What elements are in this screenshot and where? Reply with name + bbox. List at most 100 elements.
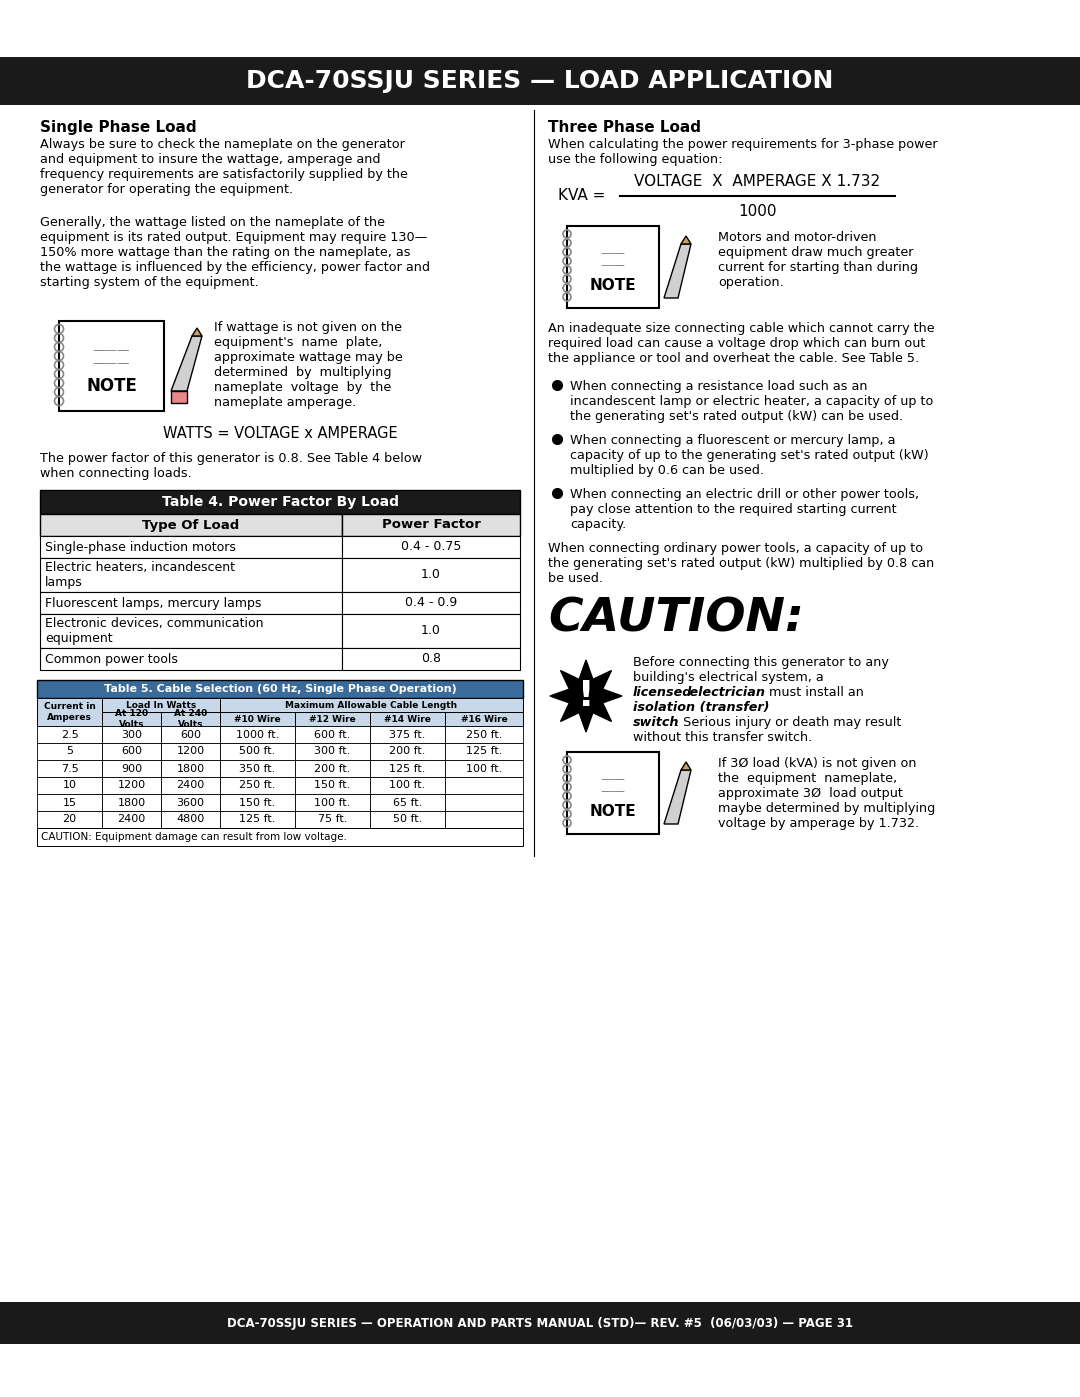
Polygon shape xyxy=(664,770,691,824)
Bar xyxy=(370,726,445,743)
Bar xyxy=(161,812,220,828)
Text: Generally, the wattage listed on the nameplate of the
equipment is its rated out: Generally, the wattage listed on the nam… xyxy=(40,217,430,289)
Text: 200 ft.: 200 ft. xyxy=(389,746,426,757)
Bar xyxy=(37,777,102,793)
Text: 125 ft.: 125 ft. xyxy=(465,746,502,757)
Bar xyxy=(40,557,342,592)
Text: 1.0: 1.0 xyxy=(421,624,441,637)
Bar xyxy=(37,698,102,726)
Bar xyxy=(342,514,519,536)
Polygon shape xyxy=(192,328,202,337)
Bar xyxy=(295,743,370,760)
Text: . Serious injury or death may result: . Serious injury or death may result xyxy=(675,717,902,729)
Text: 2400: 2400 xyxy=(118,814,146,824)
Text: 200 ft.: 200 ft. xyxy=(314,764,351,774)
Text: 600: 600 xyxy=(180,729,201,739)
Text: isolation (transfer): isolation (transfer) xyxy=(633,701,769,714)
Text: VOLTAGE  X  AMPERAGE X 1.732: VOLTAGE X AMPERAGE X 1.732 xyxy=(634,175,880,190)
Bar xyxy=(37,793,102,812)
Text: 3600: 3600 xyxy=(176,798,204,807)
Bar xyxy=(220,777,295,793)
Text: Table 4. Power Factor By Load: Table 4. Power Factor By Load xyxy=(162,495,399,509)
Text: switch: switch xyxy=(633,717,679,729)
Text: Fluorescent lamps, mercury lamps: Fluorescent lamps, mercury lamps xyxy=(45,597,261,609)
Text: Single Phase Load: Single Phase Load xyxy=(40,120,197,136)
Text: 1200: 1200 xyxy=(176,746,204,757)
Text: When connecting an electric drill or other power tools,
pay close attention to t: When connecting an electric drill or oth… xyxy=(570,488,919,531)
Bar xyxy=(59,321,164,411)
Bar xyxy=(445,726,523,743)
Text: DCA-70SSJU SERIES — OPERATION AND PARTS MANUAL (STD)— REV. #5  (06/03/03) — PAGE: DCA-70SSJU SERIES — OPERATION AND PARTS … xyxy=(227,1316,853,1330)
Text: The power factor of this generator is 0.8. See Table 4 below
when connecting loa: The power factor of this generator is 0.… xyxy=(40,453,422,481)
Text: 2400: 2400 xyxy=(176,781,204,791)
Text: Common power tools: Common power tools xyxy=(45,652,178,665)
Text: 500 ft.: 500 ft. xyxy=(240,746,275,757)
Text: 1800: 1800 xyxy=(118,798,146,807)
Bar xyxy=(102,777,161,793)
Text: 20: 20 xyxy=(63,814,77,824)
Text: NOTE: NOTE xyxy=(590,278,636,293)
Bar xyxy=(40,592,342,615)
Text: #10 Wire: #10 Wire xyxy=(234,714,281,724)
Bar xyxy=(567,752,659,834)
Text: #16 Wire: #16 Wire xyxy=(461,714,508,724)
Polygon shape xyxy=(171,337,202,391)
Text: When calculating the power requirements for 3-phase power
use the following equa: When calculating the power requirements … xyxy=(548,138,937,166)
Bar xyxy=(567,226,659,307)
Bar xyxy=(102,793,161,812)
Text: At 120
Volts: At 120 Volts xyxy=(114,710,148,729)
Bar xyxy=(445,812,523,828)
Text: 50 ft.: 50 ft. xyxy=(393,814,422,824)
Text: 150 ft.: 150 ft. xyxy=(240,798,275,807)
Polygon shape xyxy=(550,659,622,732)
Bar xyxy=(295,726,370,743)
Text: 4800: 4800 xyxy=(176,814,204,824)
Text: 15: 15 xyxy=(63,798,77,807)
Text: Maximum Allowable Cable Length: Maximum Allowable Cable Length xyxy=(285,700,458,710)
Text: When connecting a fluorescent or mercury lamp, a
capacity of up to the generatin: When connecting a fluorescent or mercury… xyxy=(570,434,929,476)
Text: Single-phase induction motors: Single-phase induction motors xyxy=(45,541,235,553)
Text: ———: ——— xyxy=(93,345,131,358)
Bar xyxy=(37,812,102,828)
Text: 125 ft.: 125 ft. xyxy=(389,764,426,774)
Polygon shape xyxy=(681,236,691,244)
Bar xyxy=(37,828,523,847)
Text: Current in
Amperes: Current in Amperes xyxy=(43,703,95,722)
Bar xyxy=(370,793,445,812)
Text: 0.8: 0.8 xyxy=(421,652,441,665)
Bar xyxy=(295,712,370,726)
Bar xyxy=(37,743,102,760)
Text: 600 ft.: 600 ft. xyxy=(314,729,351,739)
Text: 65 ft.: 65 ft. xyxy=(393,798,422,807)
Text: 350 ft.: 350 ft. xyxy=(240,764,275,774)
Bar xyxy=(370,812,445,828)
Text: 100 ft.: 100 ft. xyxy=(314,798,351,807)
Bar xyxy=(102,743,161,760)
Bar xyxy=(40,490,519,514)
Text: ——: —— xyxy=(600,247,625,260)
Bar xyxy=(102,712,161,726)
Text: 900: 900 xyxy=(121,764,143,774)
Bar xyxy=(220,712,295,726)
Text: An inadequate size connecting cable which cannot carry the
required load can cau: An inadequate size connecting cable whic… xyxy=(548,321,934,365)
Text: 1000 ft.: 1000 ft. xyxy=(235,729,279,739)
Text: Motors and motor-driven
equipment draw much greater
current for starting than du: Motors and motor-driven equipment draw m… xyxy=(718,231,918,289)
Polygon shape xyxy=(681,761,691,770)
Bar xyxy=(161,793,220,812)
Bar xyxy=(370,743,445,760)
Bar xyxy=(40,514,342,536)
Bar xyxy=(295,760,370,777)
Text: electrician: electrician xyxy=(685,686,765,698)
Text: without this transfer switch.: without this transfer switch. xyxy=(633,731,812,745)
Text: 150 ft.: 150 ft. xyxy=(314,781,351,791)
Text: ——: —— xyxy=(600,260,625,272)
Bar xyxy=(37,680,523,698)
Text: 1000: 1000 xyxy=(739,204,777,219)
Text: ——: —— xyxy=(600,785,625,799)
Bar xyxy=(37,760,102,777)
Text: Electronic devices, communication
equipment: Electronic devices, communication equipm… xyxy=(45,617,264,645)
Text: DCA-70SSJU SERIES — LOAD APPLICATION: DCA-70SSJU SERIES — LOAD APPLICATION xyxy=(246,68,834,94)
Bar xyxy=(40,648,342,671)
Text: 300: 300 xyxy=(121,729,141,739)
Bar xyxy=(445,760,523,777)
